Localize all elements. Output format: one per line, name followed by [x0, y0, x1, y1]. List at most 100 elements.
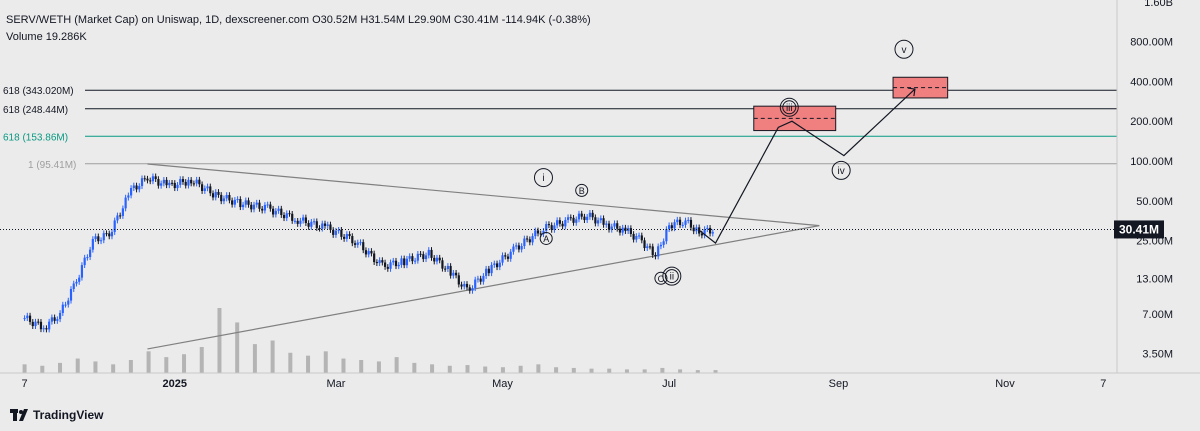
- candle-body: [495, 263, 499, 268]
- candle-body: [575, 219, 578, 223]
- candle-body: [599, 218, 602, 221]
- candle-body: [580, 213, 583, 217]
- candle-body: [61, 304, 64, 313]
- candle-body: [523, 238, 526, 247]
- candle-body: [381, 260, 384, 263]
- candle-body: [359, 242, 362, 244]
- candle-body: [332, 229, 335, 235]
- candle-body: [577, 213, 581, 220]
- candle-body: [556, 220, 559, 226]
- candle-body: [498, 262, 501, 268]
- candle-body: [624, 227, 627, 232]
- volume-bar: [93, 361, 98, 373]
- candle-body: [689, 219, 693, 228]
- candle-body: [45, 328, 48, 330]
- candle-body: [435, 257, 439, 262]
- candle-body: [105, 233, 108, 235]
- volume-bar: [22, 364, 27, 373]
- candle-body: [157, 179, 160, 186]
- candle-body: [23, 318, 26, 320]
- volume-bar: [624, 369, 629, 373]
- candle-body: [323, 223, 327, 226]
- candle-body: [198, 179, 201, 185]
- x-axis-tick-label: 2025: [163, 378, 187, 390]
- candle-body: [140, 178, 144, 187]
- candle-body: [389, 262, 392, 269]
- candle-body: [250, 204, 253, 210]
- y-axis-tick-label: 400.00M: [1130, 76, 1173, 88]
- candle-body: [531, 236, 534, 243]
- candle-body: [132, 185, 135, 189]
- candle-body: [487, 268, 490, 274]
- tradingview-brand-label: TradingView: [33, 408, 104, 422]
- candle-body: [64, 304, 67, 306]
- candle-body: [261, 208, 264, 211]
- candle-body: [676, 219, 679, 223]
- candle-body: [318, 228, 321, 230]
- candle-body: [504, 255, 507, 257]
- candle-body: [99, 240, 103, 242]
- candle-body: [154, 176, 157, 180]
- candle-body: [28, 315, 32, 322]
- candle-body: [274, 210, 277, 215]
- volume-bar: [447, 365, 452, 373]
- candle-body: [272, 208, 275, 215]
- candle-body: [536, 230, 540, 234]
- candle-body: [545, 224, 548, 231]
- candle-body: [304, 217, 307, 224]
- candle-body: [618, 228, 622, 233]
- volume-bar: [554, 367, 559, 373]
- wave-label: B: [579, 186, 585, 196]
- candle-body: [110, 231, 114, 237]
- candle-body: [209, 186, 212, 194]
- candle-body: [217, 191, 220, 195]
- volume-bar: [40, 365, 45, 373]
- candle-body: [173, 182, 176, 189]
- candle-body: [266, 204, 269, 206]
- candle-body: [329, 224, 332, 230]
- wave-arrowhead: [907, 87, 916, 97]
- candle-body: [517, 245, 520, 250]
- candle-body: [394, 260, 398, 267]
- candle-body: [326, 224, 329, 226]
- candle-body: [427, 249, 430, 256]
- candle-body: [37, 321, 40, 323]
- candle-body: [659, 244, 663, 247]
- candle-body: [684, 220, 687, 225]
- candle-body: [220, 194, 223, 202]
- volume-legend: Volume 19.286K: [6, 31, 87, 43]
- candle-body: [310, 221, 313, 227]
- wave-label: iv: [838, 166, 845, 177]
- candle-body: [566, 217, 570, 220]
- wave-label-circle: [662, 266, 682, 286]
- x-axis-tick-label: 7: [22, 378, 28, 390]
- triangle-lower-trendline: [147, 225, 820, 350]
- volume-bar: [394, 357, 399, 373]
- candle-body: [337, 229, 340, 231]
- y-axis-tick-label: 25.00M: [1136, 236, 1173, 248]
- volume-bar: [111, 364, 116, 373]
- candle-body: [542, 230, 545, 235]
- candle-body: [441, 260, 444, 269]
- tradingview-branding[interactable]: TradingView: [10, 408, 103, 422]
- candle-body: [162, 179, 165, 184]
- candle-body: [233, 199, 236, 205]
- candle-body: [564, 219, 567, 227]
- candle-body: [113, 220, 116, 232]
- candle-body: [457, 275, 460, 285]
- candle-body: [605, 223, 608, 225]
- candle-body: [430, 249, 433, 258]
- candle-body: [678, 219, 682, 225]
- candle-body: [438, 257, 441, 261]
- candle-body: [39, 321, 43, 330]
- candle-body: [353, 243, 357, 245]
- candle-body: [285, 213, 288, 219]
- wave-label-circle: [779, 97, 799, 117]
- candle-body: [119, 215, 122, 217]
- candle-body: [203, 188, 206, 191]
- candle-body: [405, 258, 409, 266]
- candle-body: [668, 225, 671, 230]
- volume-bar: [713, 370, 718, 373]
